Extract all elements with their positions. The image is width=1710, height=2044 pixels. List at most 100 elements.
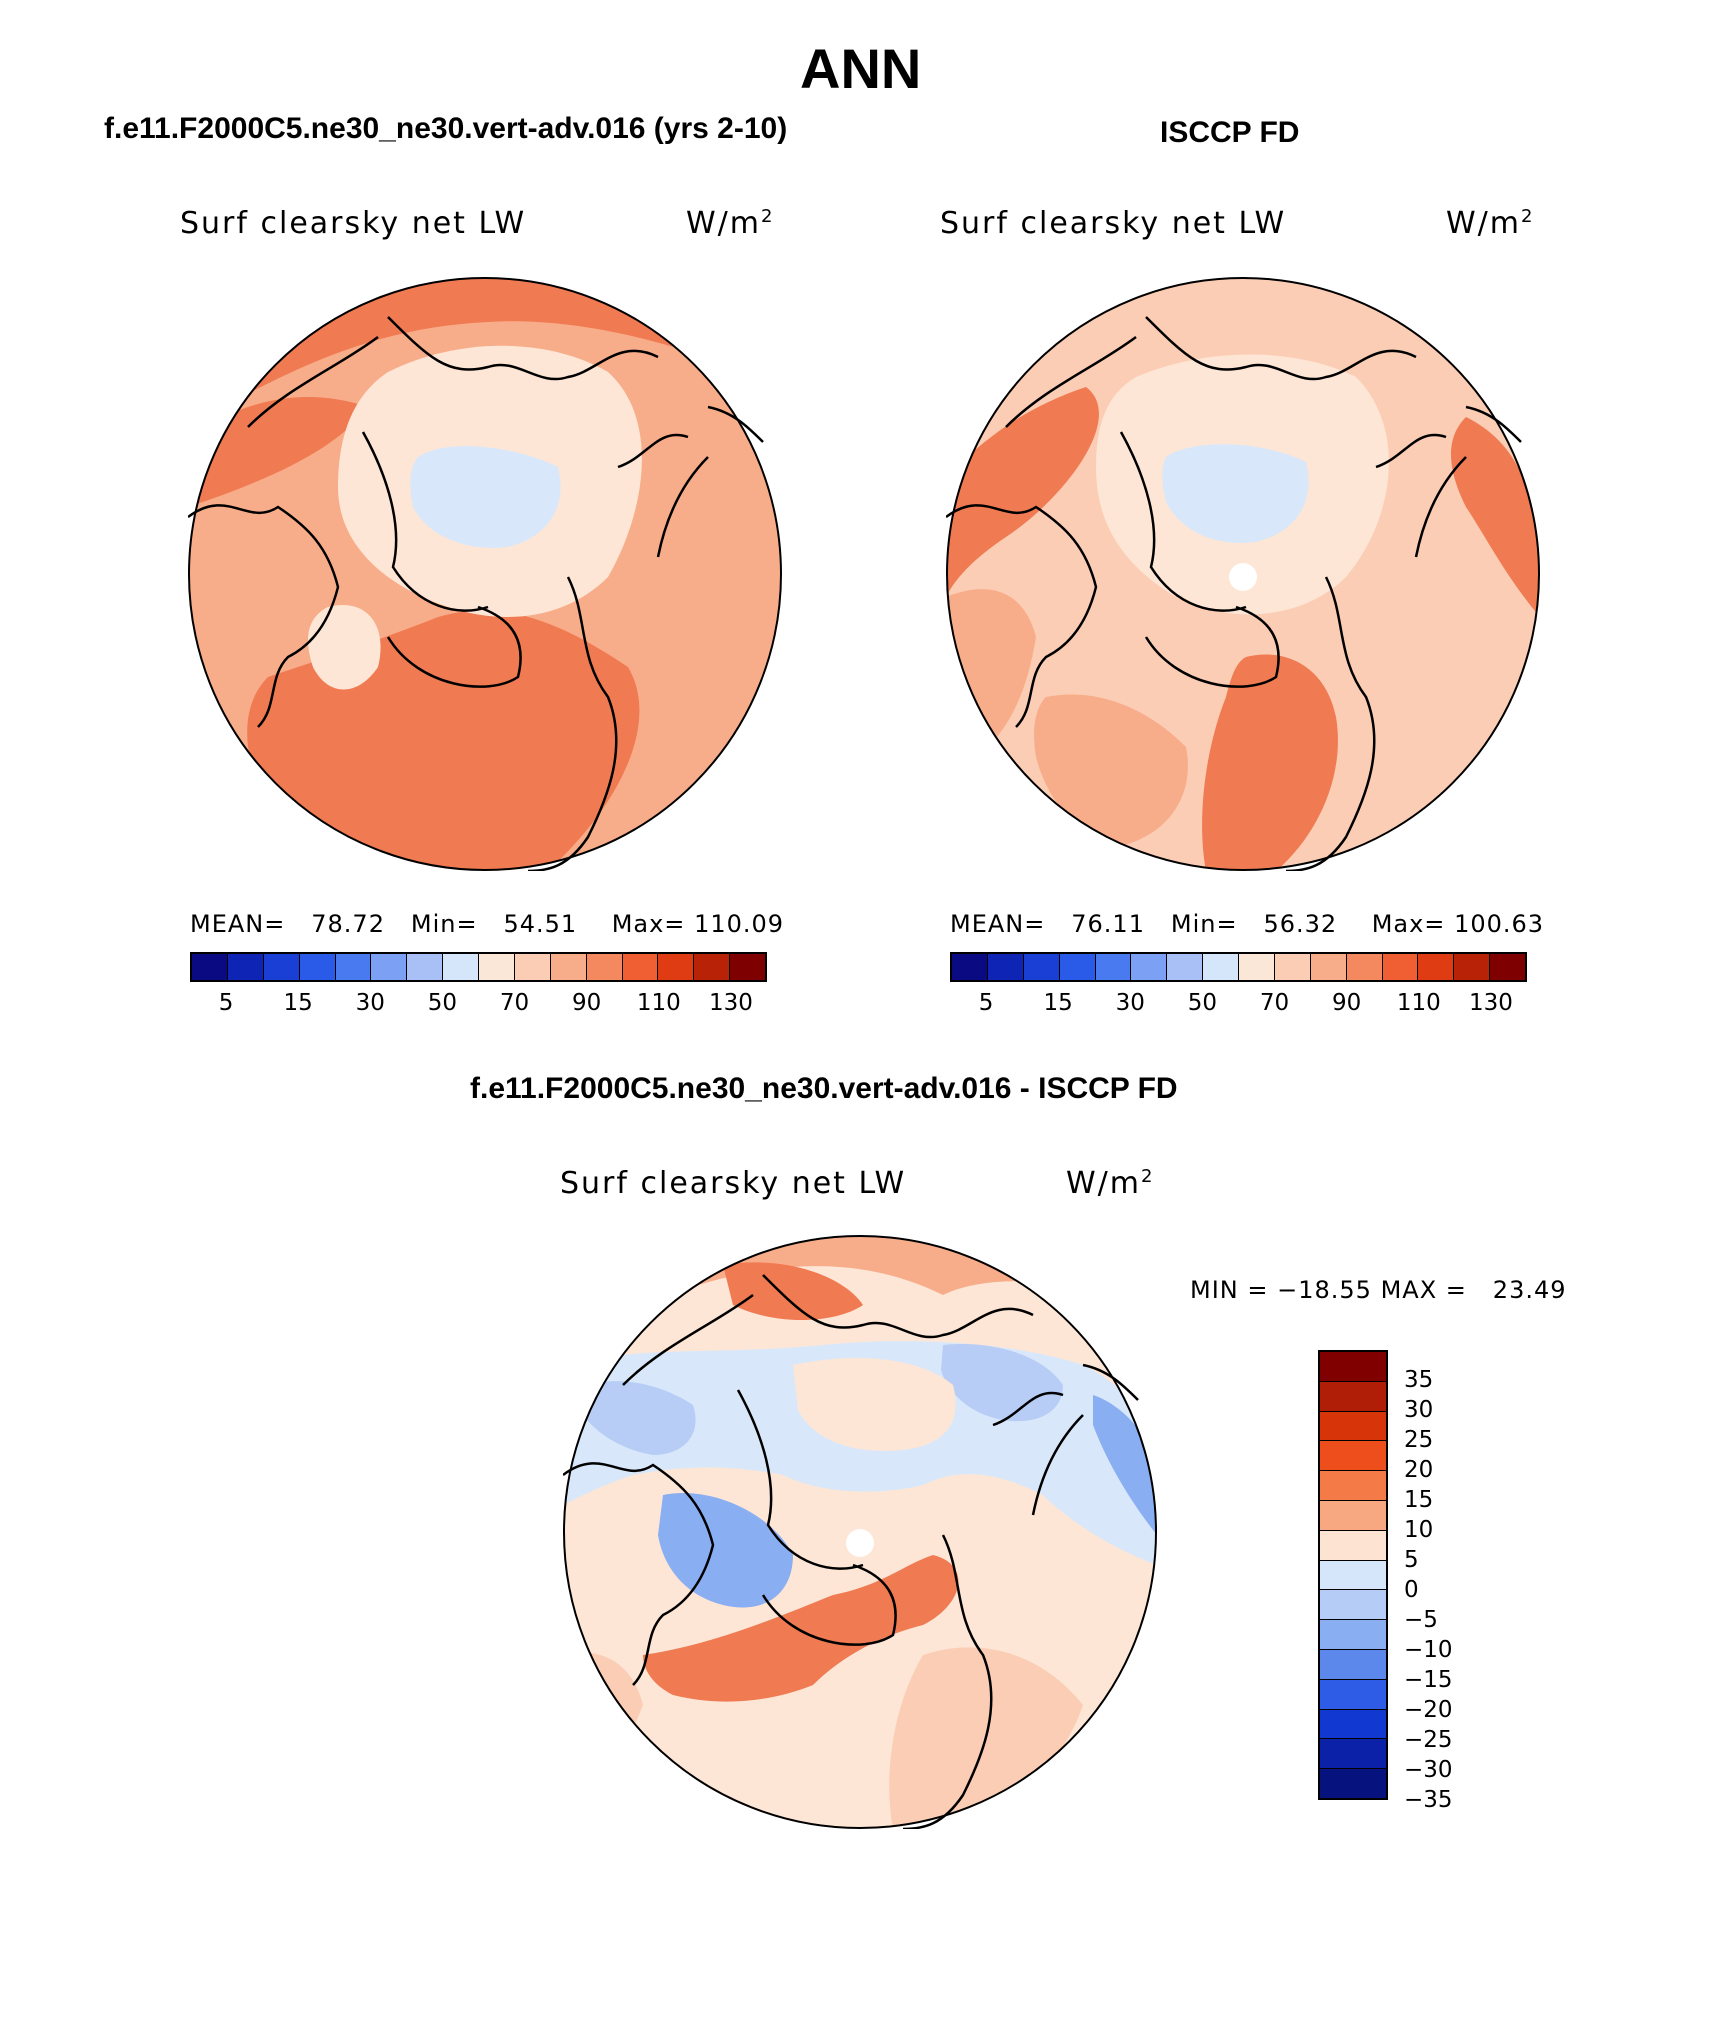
obs-colorbar-labels: 5 15 30 50 70 90 110 130 bbox=[950, 990, 1527, 1020]
obs-stats: MEAN= 76.11 Min= 56.32 Max= 100.63 bbox=[950, 910, 1545, 938]
colorbar-swatch bbox=[1490, 954, 1525, 980]
colorbar-swatch bbox=[1320, 1411, 1386, 1442]
colorbar-swatch bbox=[1320, 1441, 1386, 1472]
colorbar-swatch bbox=[1167, 954, 1204, 980]
colorbar-tick-label: 35 bbox=[1404, 1367, 1434, 1393]
field-fill bbox=[947, 387, 1099, 597]
colorbar-tick-label: 110 bbox=[1396, 990, 1441, 1016]
obs-variable-label: Surf clearsky net LW bbox=[940, 206, 1287, 241]
colorbar-swatch bbox=[1320, 1381, 1386, 1412]
field-fill bbox=[643, 1555, 959, 1702]
colorbar-swatch bbox=[1320, 1739, 1386, 1770]
colorbar-swatch bbox=[1320, 1769, 1386, 1798]
colorbar-tick-label: −20 bbox=[1404, 1697, 1453, 1723]
field-fill bbox=[1202, 654, 1338, 870]
pole-hole bbox=[846, 1529, 874, 1557]
field-fill bbox=[941, 1344, 1063, 1422]
diff-polar-map bbox=[563, 1235, 1157, 1829]
colorbar-swatch bbox=[1320, 1530, 1386, 1561]
colorbar-tick-label: 70 bbox=[1259, 990, 1290, 1016]
colorbar-swatch bbox=[586, 954, 623, 980]
colorbar-swatch bbox=[1346, 954, 1383, 980]
colorbar-swatch bbox=[1320, 1620, 1386, 1650]
colorbar-swatch bbox=[335, 954, 372, 980]
colorbar-swatch bbox=[1320, 1471, 1386, 1501]
colorbar-swatch bbox=[658, 954, 695, 980]
colorbar-swatch bbox=[407, 954, 444, 980]
colorbar-tick-label: 50 bbox=[427, 990, 458, 1016]
colorbar-tick-label: −25 bbox=[1404, 1727, 1453, 1753]
diff-colorbar bbox=[1318, 1350, 1388, 1800]
model-polar-map bbox=[188, 277, 782, 871]
colorbar-swatch bbox=[622, 954, 659, 980]
colorbar-swatch bbox=[1418, 954, 1455, 980]
colorbar-swatch bbox=[479, 954, 515, 980]
colorbar-tick-label: −15 bbox=[1404, 1667, 1453, 1693]
colorbar-tick-label: 15 bbox=[1043, 990, 1073, 1016]
field-fill bbox=[658, 1493, 793, 1608]
coastline bbox=[188, 316, 709, 871]
colorbar-tick-label: 15 bbox=[283, 990, 313, 1016]
colorbar-tick-label: 90 bbox=[572, 990, 602, 1016]
colorbar-swatch bbox=[192, 954, 228, 980]
colorbar-tick-label: −35 bbox=[1404, 1787, 1453, 1813]
colorbar-tick-label: 130 bbox=[708, 990, 753, 1016]
season-title: ANN bbox=[800, 37, 922, 100]
colorbar-swatch bbox=[1059, 954, 1096, 980]
colorbar-swatch bbox=[1203, 954, 1239, 980]
field-fill bbox=[583, 1381, 696, 1455]
colorbar-tick-label: −10 bbox=[1404, 1637, 1453, 1663]
colorbar-tick-label: 25 bbox=[1404, 1427, 1434, 1453]
colorbar-swatch bbox=[730, 954, 765, 980]
model-case-title: f.e11.F2000C5.ne30_ne30.vert-adv.016 (yr… bbox=[104, 112, 788, 145]
colorbar-tick-label: 10 bbox=[1404, 1517, 1434, 1543]
colorbar-tick-label: 5 bbox=[218, 990, 234, 1016]
field-fill bbox=[723, 1262, 863, 1320]
field-fill bbox=[1093, 1395, 1156, 1535]
colorbar-tick-label: 30 bbox=[355, 990, 385, 1016]
field-fill bbox=[793, 1357, 956, 1451]
colorbar-swatch bbox=[1320, 1590, 1386, 1621]
field-fill bbox=[189, 397, 368, 507]
model-units-label: W/m2 bbox=[686, 206, 775, 241]
colorbar-tick-label: 15 bbox=[1404, 1487, 1434, 1513]
colorbar-swatch bbox=[694, 954, 731, 980]
map-boundary bbox=[946, 277, 1540, 871]
colorbar-swatch bbox=[1131, 954, 1168, 980]
colorbar-tick-label: 90 bbox=[1332, 990, 1362, 1016]
colorbar-tick-label: 5 bbox=[978, 990, 994, 1016]
map-boundary bbox=[188, 277, 782, 871]
diff-minmax: MIN = −18.55 MAX = 23.49 bbox=[1190, 1276, 1567, 1304]
colorbar-swatch bbox=[1320, 1560, 1386, 1591]
colorbar-swatch bbox=[1274, 954, 1311, 980]
colorbar-tick-label: 30 bbox=[1404, 1397, 1434, 1423]
obs-polar-map bbox=[946, 277, 1540, 871]
colorbar-swatch bbox=[1310, 954, 1347, 980]
colorbar-swatch bbox=[514, 954, 551, 980]
colorbar-tick-label: 70 bbox=[499, 990, 530, 1016]
coastline bbox=[946, 316, 1467, 871]
obs-units-label: W/m2 bbox=[1446, 206, 1535, 241]
colorbar-swatch bbox=[299, 954, 336, 980]
field-fill bbox=[1034, 694, 1188, 847]
colorbar-swatch bbox=[1382, 954, 1419, 980]
coastline bbox=[563, 1274, 1084, 1829]
colorbar-tick-label: 30 bbox=[1115, 990, 1145, 1016]
colorbar-tick-label: 5 bbox=[1404, 1547, 1419, 1573]
diff-colorbar-labels: 35 30 25 20 15 10 5 0 −5 −10 −15 −20 −25 −30 −35 bbox=[1404, 1350, 1484, 1813]
colorbar-swatch bbox=[1095, 954, 1132, 980]
field-fill bbox=[1451, 417, 1539, 617]
colorbar-swatch bbox=[227, 954, 264, 980]
colorbar-swatch bbox=[1320, 1679, 1386, 1710]
colorbar-tick-label: 0 bbox=[1404, 1577, 1419, 1603]
colorbar-tick-label: −5 bbox=[1404, 1607, 1438, 1633]
colorbar-swatch bbox=[1320, 1709, 1386, 1740]
colorbar-swatch bbox=[1320, 1352, 1386, 1382]
model-variable-label: Surf clearsky net LW bbox=[180, 206, 527, 241]
colorbar-swatch bbox=[1454, 954, 1491, 980]
model-colorbar-labels: 5 15 30 50 70 90 110 130 bbox=[190, 990, 767, 1020]
colorbar-tick-label: 110 bbox=[636, 990, 681, 1016]
obs-case-title: ISCCP FD bbox=[1160, 116, 1300, 149]
model-colorbar bbox=[190, 952, 767, 982]
